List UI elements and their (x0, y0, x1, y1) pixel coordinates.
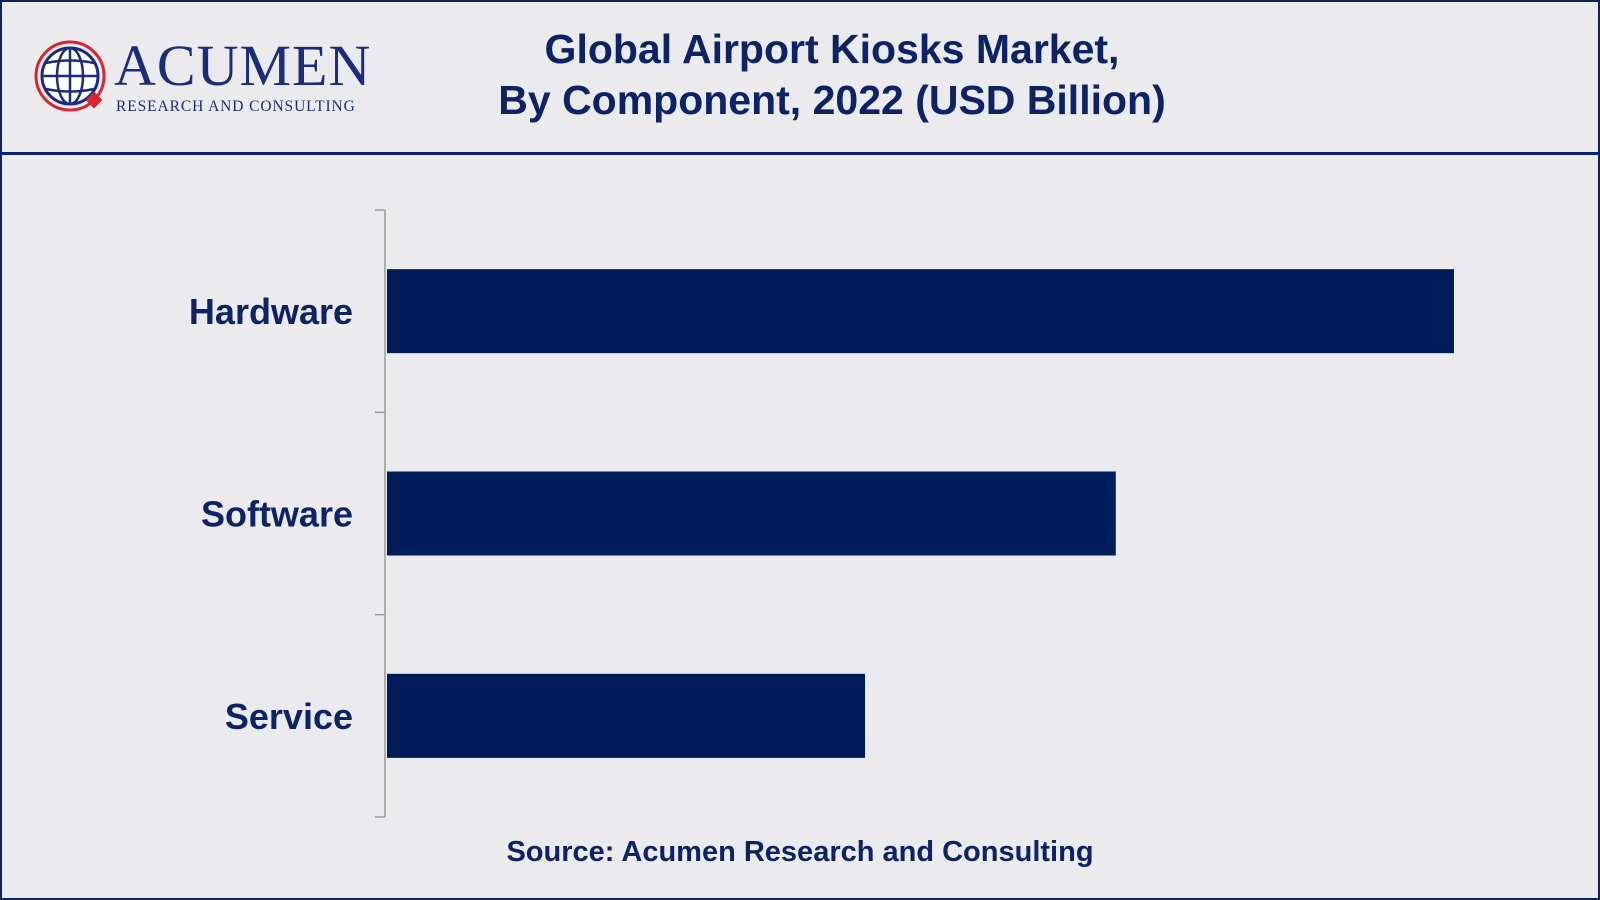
chart-title: Global Airport Kiosks Market, By Compone… (382, 24, 1282, 126)
category-label-service: Service (225, 696, 353, 737)
chart-title-line-1: Global Airport Kiosks Market, (544, 26, 1120, 72)
source-note: Source: Acumen Research and Consulting (506, 836, 1094, 868)
category-label-software: Software (201, 494, 353, 535)
logo-wordmark: ACUMEN (114, 33, 372, 98)
bar-software (387, 471, 1116, 556)
bar-hardware (387, 269, 1454, 354)
bar-service (387, 673, 866, 758)
header: ACUMEN RESEARCH AND CONSULTING Global Ai… (2, 2, 1598, 155)
category-label-hardware: Hardware (189, 291, 353, 332)
acumen-logo: ACUMEN RESEARCH AND CONSULTING (32, 32, 372, 122)
chart-title-line-2: By Component, 2022 (USD Billion) (498, 77, 1166, 123)
logo-subtitle: RESEARCH AND CONSULTING (116, 98, 356, 115)
globe-icon (34, 40, 106, 112)
